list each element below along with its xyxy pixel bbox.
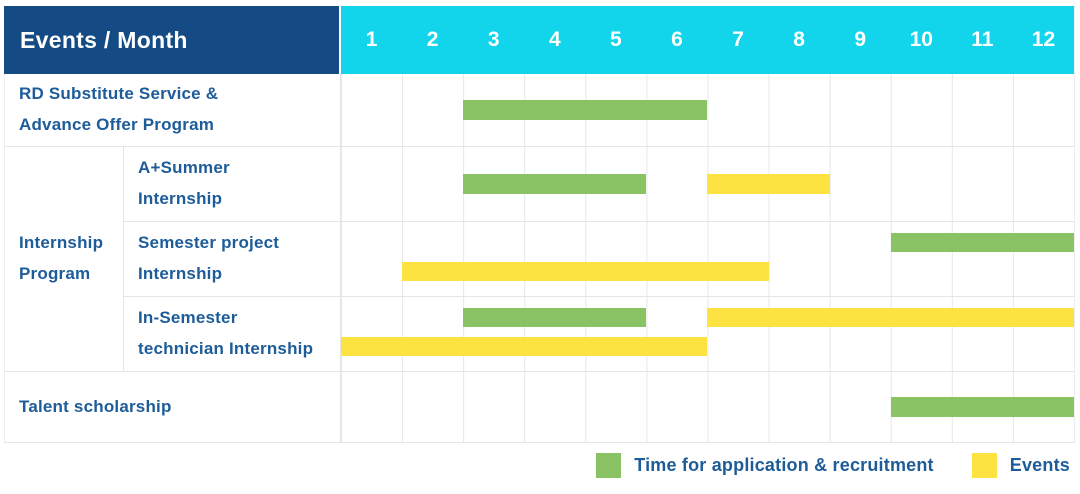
row-label-talent-scholarship: Talent scholarship bbox=[4, 372, 341, 443]
legend-label-events: Events bbox=[1009, 455, 1070, 475]
events-bar bbox=[707, 174, 830, 194]
row-label-in-semester-technician: In-Semester technician Internship bbox=[124, 297, 341, 372]
legend: Time for application & recruitment Event… bbox=[596, 453, 1070, 478]
events-bar bbox=[402, 262, 769, 281]
legend-item-events: Events bbox=[971, 453, 1070, 478]
month-header-9: 9 bbox=[829, 6, 891, 74]
group-label-internship-program: Internship Program bbox=[4, 147, 124, 372]
chart-row-semester-project bbox=[341, 222, 1074, 297]
events-bar bbox=[341, 337, 708, 356]
gantt-grid: Events / Month 1 2 3 4 5 6 7 8 9 10 11 1… bbox=[4, 6, 1075, 443]
application-recruitment-bar bbox=[463, 174, 647, 194]
yellow-swatch-icon bbox=[971, 453, 997, 478]
legend-item-application-recruitment: Time for application & recruitment bbox=[596, 453, 934, 478]
month-header-10: 10 bbox=[890, 6, 952, 74]
month-header-1: 1 bbox=[341, 6, 403, 74]
application-recruitment-bar bbox=[463, 100, 708, 120]
events-bar bbox=[707, 308, 1074, 327]
row-label-rd-substitute: RD Substitute Service & Advance Offer Pr… bbox=[4, 74, 341, 147]
chart-row-rd-substitute bbox=[341, 74, 1074, 147]
month-header-11: 11 bbox=[951, 6, 1013, 74]
chart-row-in-semester-technician bbox=[341, 297, 1074, 372]
legend-label-application-recruitment: Time for application & recruitment bbox=[634, 455, 934, 475]
table-header-title: Events / Month bbox=[4, 6, 341, 74]
month-header-8: 8 bbox=[768, 6, 830, 74]
application-recruitment-bar bbox=[890, 233, 1074, 252]
application-recruitment-bar bbox=[890, 397, 1074, 417]
month-header-6: 6 bbox=[646, 6, 708, 74]
month-header-12: 12 bbox=[1012, 6, 1074, 74]
month-header-4: 4 bbox=[524, 6, 586, 74]
application-recruitment-bar bbox=[463, 308, 647, 327]
month-header-7: 7 bbox=[707, 6, 769, 74]
month-header-5: 5 bbox=[585, 6, 647, 74]
chart-row-talent-scholarship bbox=[341, 372, 1074, 443]
row-label-a-plus-summer: A+Summer Internship bbox=[124, 147, 341, 222]
month-header-3: 3 bbox=[463, 6, 525, 74]
row-label-semester-project: Semester project Internship bbox=[124, 222, 341, 297]
green-swatch-icon bbox=[596, 453, 622, 478]
schedule-gantt-table: Events / Month 1 2 3 4 5 6 7 8 9 10 11 1… bbox=[4, 6, 1075, 443]
chart-row-a-plus-summer bbox=[341, 147, 1074, 222]
month-header-2: 2 bbox=[402, 6, 464, 74]
